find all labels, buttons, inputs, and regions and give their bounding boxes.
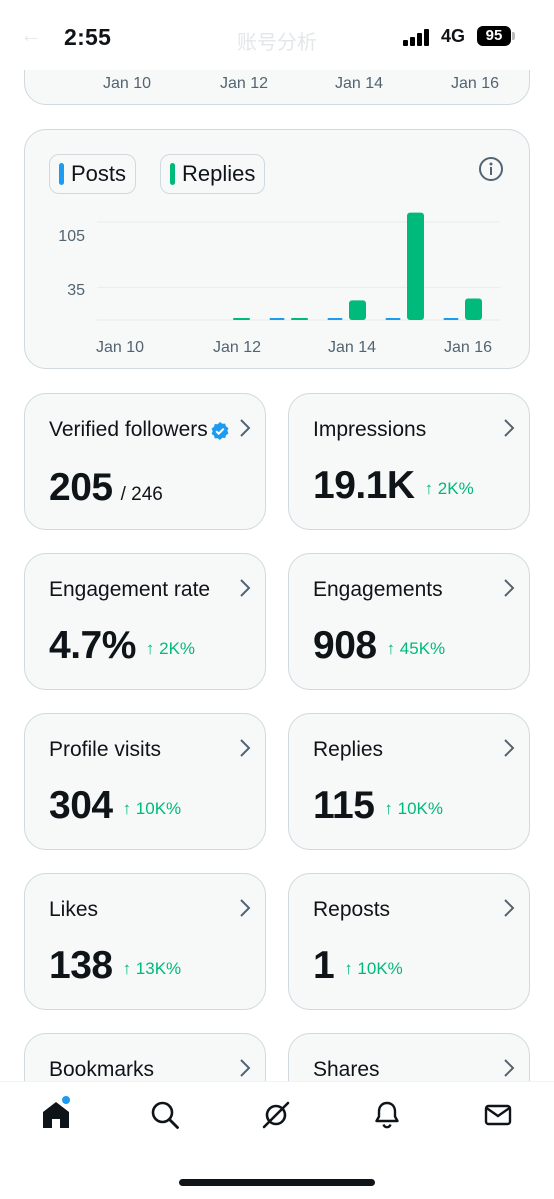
signal-icon — [403, 29, 433, 46]
legend-label: Replies — [182, 161, 256, 186]
axis-tick-label: Jan 16 — [451, 75, 500, 92]
stat-title: Likes — [49, 898, 99, 921]
notifications-icon[interactable] — [372, 1100, 402, 1130]
stat-title: Profile visits — [49, 738, 162, 761]
x-tick-label: Jan 16 — [444, 339, 493, 356]
back-arrow-icon[interactable]: ← — [20, 22, 42, 47]
chevron-right-icon — [504, 579, 515, 597]
chevron-right-icon — [504, 899, 515, 917]
replies-bar[interactable] — [291, 318, 308, 320]
status-bar: ← 账号分析 2:55 4G 95 — [0, 0, 554, 70]
grok-icon[interactable] — [261, 1100, 291, 1130]
y-tick-label: 35 — [67, 282, 85, 299]
bar-chart — [95, 212, 500, 321]
stat-number: 205 — [49, 466, 113, 509]
stat-total: / 246 — [120, 484, 163, 505]
battery-icon: 95 — [477, 26, 511, 46]
stat-number: 115 — [313, 784, 375, 827]
replies-swatch — [170, 163, 175, 185]
home-notification-dot — [61, 1095, 71, 1105]
chevron-right-icon — [240, 579, 251, 597]
stat-value: 205 / 246 — [49, 466, 163, 510]
stat-number: 1 — [313, 944, 335, 987]
stat-value: 304 ↑ 10K% — [49, 784, 181, 828]
axis-tick-label: Jan 10 — [103, 75, 152, 92]
replies-bar[interactable] — [233, 318, 250, 320]
axis-tick-label: Jan 12 — [220, 75, 269, 92]
stat-change: ↑ 13K% — [122, 959, 182, 978]
chevron-right-icon — [240, 1059, 251, 1077]
posts-swatch — [59, 163, 64, 185]
posts-bar[interactable] — [327, 318, 343, 320]
stat-number: 4.7% — [49, 624, 136, 667]
home-icon[interactable] — [41, 1100, 71, 1130]
axis-tick-label: Jan 14 — [335, 75, 384, 92]
stat-title: Engagements — [313, 578, 443, 601]
stat-card-profile-visits[interactable]: Profile visits 304 ↑ 10K% — [24, 713, 266, 850]
stat-value: 908 ↑ 45K% — [313, 624, 445, 668]
stat-value: 1 ↑ 10K% — [313, 944, 403, 988]
stat-change: ↑ 10K% — [384, 799, 444, 818]
stat-number: 304 — [49, 784, 113, 827]
y-tick-label: 105 — [58, 228, 85, 245]
stat-number: 908 — [313, 624, 377, 667]
stat-number: 19.1K — [313, 464, 415, 507]
stat-card-replies[interactable]: Replies 115 ↑ 10K% — [288, 713, 530, 850]
verified-badge-icon — [211, 422, 229, 440]
network-type: 4G — [441, 26, 466, 46]
stat-title: Impressions — [313, 418, 427, 441]
chevron-right-icon — [504, 419, 515, 437]
posts-bar[interactable] — [385, 318, 401, 320]
stat-change: ↑ 10K% — [344, 959, 403, 978]
stat-title: Shares — [313, 1058, 380, 1081]
page-title: 账号分析 — [237, 32, 317, 54]
posts-bar[interactable] — [443, 318, 459, 320]
stat-card-impressions[interactable]: Impressions 19.1K ↑ 2K% — [288, 393, 530, 530]
stat-value: 138 ↑ 13K% — [49, 944, 181, 988]
stat-title: Bookmarks — [49, 1058, 155, 1081]
legend-replies[interactable]: Replies — [160, 154, 266, 194]
stat-value: 19.1K ↑ 2K% — [313, 464, 474, 508]
stat-card-engagements[interactable]: Engagements 908 ↑ 45K% — [288, 553, 530, 690]
replies-bar[interactable] — [407, 212, 424, 320]
home-indicator — [179, 1179, 375, 1186]
stat-value: 115 ↑ 10K% — [313, 784, 443, 828]
stat-title: Verified followers — [49, 418, 208, 441]
x-tick-label: Jan 12 — [213, 339, 262, 356]
legend-posts[interactable]: Posts — [49, 154, 137, 194]
info-icon[interactable] — [478, 156, 504, 182]
chevron-right-icon — [240, 899, 251, 917]
stat-change: ↑ 45K% — [386, 639, 446, 658]
posts-bar[interactable] — [269, 318, 285, 320]
chevron-right-icon — [240, 419, 251, 437]
stat-title: Replies — [313, 738, 384, 761]
x-tick-label: Jan 10 — [96, 339, 145, 356]
stat-value: 4.7% ↑ 2K% — [49, 624, 195, 668]
stat-card-engagement-rate[interactable]: Engagement rate 4.7% ↑ 2K% — [24, 553, 266, 690]
legend-label: Posts — [71, 161, 127, 186]
search-icon[interactable] — [150, 1100, 180, 1130]
chevron-right-icon — [504, 1059, 515, 1077]
stat-change: ↑ 2K% — [424, 479, 474, 498]
stat-number: 138 — [49, 944, 113, 987]
chevron-right-icon — [504, 739, 515, 757]
stat-card-likes[interactable]: Likes 138 ↑ 13K% — [24, 873, 266, 1010]
messages-icon[interactable] — [483, 1100, 513, 1130]
stat-card-verified-followers[interactable]: Verified followers 205 / 246 — [24, 393, 266, 530]
replies-bar[interactable] — [465, 298, 482, 320]
stat-title: Reposts — [313, 898, 391, 921]
status-time: 2:55 — [64, 24, 112, 50]
stat-card-reposts[interactable]: Reposts 1 ↑ 10K% — [288, 873, 530, 1010]
battery-tip — [512, 32, 515, 40]
replies-bar[interactable] — [349, 300, 366, 320]
x-tick-label: Jan 14 — [328, 339, 377, 356]
stat-title: Engagement rate — [49, 578, 211, 601]
chevron-right-icon — [240, 739, 251, 757]
stat-change: ↑ 10K% — [122, 799, 182, 818]
stat-change: ↑ 2K% — [145, 639, 196, 658]
